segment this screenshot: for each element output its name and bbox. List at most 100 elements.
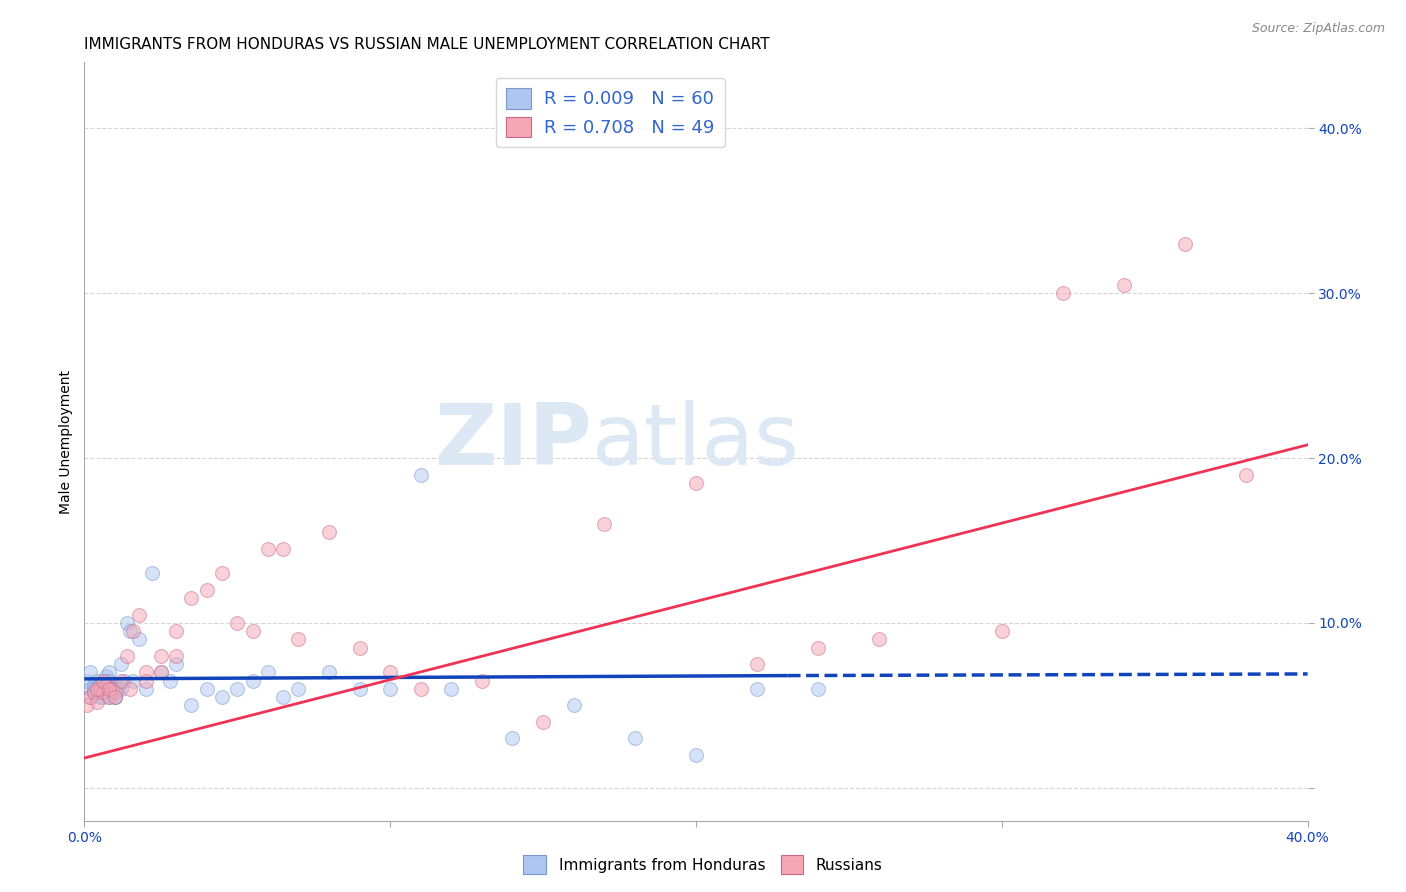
Point [97, 681, 120, 696]
Point [747, 681, 769, 696]
Point [1114, 277, 1136, 292]
Point [807, 681, 830, 696]
Point [110, 673, 132, 688]
Point [110, 657, 132, 671]
Point [122, 673, 145, 688]
Point [86, 695, 108, 709]
Y-axis label: Male Unemployment: Male Unemployment [59, 369, 73, 514]
Point [287, 632, 309, 647]
Point [226, 681, 249, 696]
Point [94, 681, 117, 696]
Point [83, 685, 105, 699]
Point [135, 665, 157, 680]
Point [115, 648, 138, 663]
Point [83, 685, 105, 699]
Point [409, 681, 432, 696]
Point [180, 591, 202, 606]
Point [76, 673, 98, 688]
Point [149, 648, 172, 663]
Point [86, 673, 108, 688]
Point [101, 681, 124, 696]
Point [869, 632, 891, 647]
Point [89, 690, 111, 704]
Point [624, 731, 647, 746]
Point [94, 673, 117, 688]
Point [89, 677, 111, 691]
Point [89, 678, 111, 692]
Point [104, 690, 127, 704]
Point [242, 624, 264, 639]
Point [685, 475, 707, 490]
Point [135, 673, 157, 688]
Point [86, 681, 108, 696]
Text: IMMIGRANTS FROM HONDURAS VS RUSSIAN MALE UNEMPLOYMENT CORRELATION CHART: IMMIGRANTS FROM HONDURAS VS RUSSIAN MALE… [84, 37, 770, 52]
Point [101, 685, 124, 699]
Point [120, 681, 142, 696]
Legend: Immigrants from Honduras, Russians: Immigrants from Honduras, Russians [517, 849, 889, 880]
Point [91, 673, 114, 688]
Point [91, 685, 114, 699]
Point [180, 698, 202, 713]
Point [165, 657, 187, 671]
Point [165, 648, 187, 663]
Point [287, 681, 309, 696]
Point [120, 624, 142, 639]
Point [257, 665, 280, 680]
Point [83, 678, 105, 692]
Point [318, 525, 340, 540]
Point [83, 681, 105, 696]
Point [91, 685, 114, 699]
Point [112, 673, 135, 688]
Point [101, 681, 124, 696]
Point [226, 615, 249, 630]
Point [97, 665, 120, 680]
Text: atlas: atlas [592, 400, 800, 483]
Point [380, 665, 402, 680]
Point [104, 690, 127, 704]
Point [135, 681, 157, 696]
Point [104, 678, 127, 692]
Point [562, 698, 585, 713]
Point [409, 467, 432, 482]
Point [97, 690, 120, 704]
Point [242, 673, 264, 688]
Point [593, 516, 616, 531]
Point [380, 681, 402, 696]
Text: Source: ZipAtlas.com: Source: ZipAtlas.com [1251, 22, 1385, 36]
Point [101, 681, 124, 696]
Point [211, 566, 233, 581]
Point [76, 698, 98, 713]
Point [471, 673, 494, 688]
Point [271, 690, 294, 704]
Point [349, 640, 371, 655]
Point [89, 681, 111, 696]
Point [94, 668, 117, 682]
Point [502, 731, 524, 746]
Point [349, 681, 371, 696]
Point [91, 690, 114, 704]
Point [195, 582, 218, 597]
Point [440, 681, 463, 696]
Point [165, 624, 187, 639]
Point [149, 665, 172, 680]
Point [79, 681, 101, 696]
Point [531, 714, 554, 729]
Point [685, 747, 707, 762]
Point [104, 685, 127, 699]
Point [257, 541, 280, 556]
Point [86, 681, 108, 696]
Point [97, 690, 120, 704]
Point [104, 690, 127, 704]
Point [128, 632, 150, 647]
Point [128, 607, 150, 622]
Point [1052, 286, 1074, 301]
Point [991, 624, 1014, 639]
Point [91, 681, 114, 696]
Point [94, 678, 117, 692]
Point [211, 690, 233, 704]
Point [747, 657, 769, 671]
Point [79, 665, 101, 680]
Legend: R = 0.009   N = 60, R = 0.708   N = 49: R = 0.009 N = 60, R = 0.708 N = 49 [496, 78, 724, 147]
Point [79, 690, 101, 704]
Point [110, 681, 132, 696]
